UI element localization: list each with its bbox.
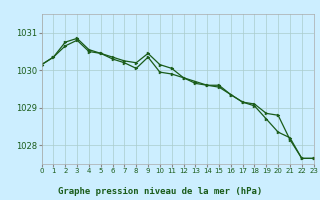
Text: Graphe pression niveau de la mer (hPa): Graphe pression niveau de la mer (hPa) (58, 187, 262, 196)
